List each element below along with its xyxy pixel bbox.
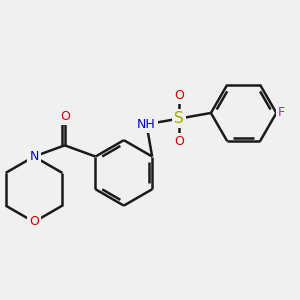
Text: N: N: [29, 150, 39, 163]
Text: S: S: [174, 111, 184, 126]
Text: O: O: [60, 110, 70, 123]
Text: O: O: [174, 135, 184, 148]
Text: O: O: [29, 215, 39, 229]
Text: O: O: [174, 89, 184, 102]
Text: F: F: [278, 106, 285, 119]
Text: NH: NH: [137, 118, 156, 131]
